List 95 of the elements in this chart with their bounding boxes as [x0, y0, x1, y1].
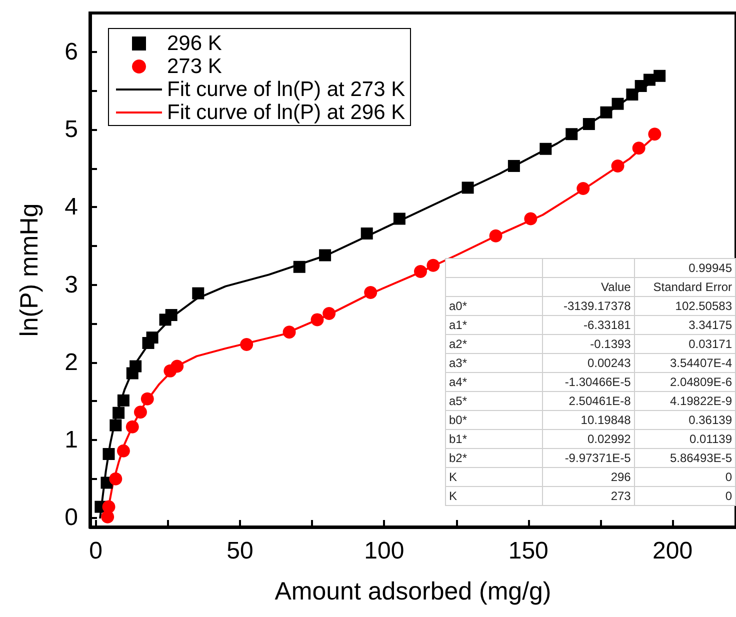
- y-tick-label: 6: [64, 38, 78, 66]
- y-tick-label: 4: [64, 194, 78, 221]
- annotation: 0: [634, 468, 736, 486]
- point: [540, 142, 552, 155]
- legend-label: 273 K: [167, 55, 222, 78]
- legend-label: Fit curve of ln(P) at 273 K: [167, 78, 406, 101]
- x-tick-label: 50: [226, 538, 254, 564]
- annotation: 0.03171: [634, 334, 736, 354]
- x-tick-label: 100: [364, 538, 404, 564]
- annotation: 3.34175: [634, 316, 736, 334]
- point: [462, 182, 474, 194]
- annotation: 4.19822E-9: [634, 392, 736, 410]
- annotation: a3*: [446, 354, 543, 372]
- annotation: -9.97371E-5: [542, 448, 634, 468]
- point: [524, 212, 538, 226]
- y-tick-label: 5: [64, 116, 78, 143]
- legend-label: 296 K: [167, 32, 222, 55]
- annotation: -3139.17378: [542, 296, 634, 316]
- point: [612, 98, 624, 110]
- point: [582, 118, 595, 130]
- annotation: K: [446, 486, 543, 506]
- point: [600, 106, 612, 118]
- point: [102, 500, 116, 514]
- point: [165, 309, 178, 322]
- x-tick-label: 150: [508, 538, 548, 564]
- point: [282, 326, 296, 339]
- annotation: a5*: [446, 392, 543, 410]
- annotation: 0.01139: [634, 430, 736, 448]
- point: [130, 360, 142, 372]
- annotation: K: [446, 468, 543, 486]
- annotation: 273: [542, 486, 634, 506]
- point: [319, 249, 332, 262]
- annotation: Standard Error: [634, 278, 736, 296]
- point: [393, 212, 406, 225]
- point: [414, 265, 427, 278]
- annotation: b1*: [446, 430, 543, 448]
- point: [116, 444, 130, 458]
- point: [146, 332, 158, 344]
- y-tick-label: 2: [64, 348, 78, 376]
- annotation: -1.30466E-5: [542, 372, 634, 392]
- point: [611, 159, 624, 172]
- y-tick-label: 1: [64, 426, 78, 454]
- point: [293, 260, 306, 273]
- point: [112, 406, 125, 419]
- point: [566, 128, 578, 140]
- annotation: 10.19848: [542, 410, 634, 430]
- point: [117, 394, 130, 406]
- annotation: b2*: [446, 448, 543, 468]
- point: [110, 419, 122, 432]
- point: [576, 182, 590, 195]
- annotation: 2.50461E-8: [542, 392, 634, 410]
- x-tick-label: 0: [89, 538, 102, 564]
- annotation: 0.36139: [634, 410, 736, 430]
- point: [654, 70, 666, 82]
- point: [426, 258, 440, 272]
- point: [102, 448, 115, 460]
- x-tick-label: 200: [652, 538, 693, 564]
- annotation: 0: [634, 486, 736, 506]
- point: [632, 142, 646, 155]
- annotation: a0*: [446, 296, 543, 316]
- annotation: a4*: [446, 372, 543, 392]
- point: [364, 286, 378, 300]
- point: [322, 306, 336, 320]
- x-axis-title: Amount adsorbed (mg/g): [274, 578, 552, 606]
- point: [508, 160, 520, 172]
- point: [109, 472, 122, 486]
- y-axis-title: ln(P) mmHg: [16, 203, 44, 337]
- annotation: 296: [542, 468, 634, 486]
- point: [360, 228, 373, 240]
- point: [626, 88, 638, 101]
- annotation: 2.04809E-6: [634, 372, 736, 392]
- point: [134, 406, 147, 419]
- point: [310, 313, 324, 326]
- annotation: a1*: [446, 316, 543, 334]
- point: [140, 392, 154, 406]
- annotation: Value: [542, 278, 634, 296]
- y-tick-label: 0: [64, 504, 78, 532]
- annotation: 3.54407E-4: [634, 354, 736, 372]
- point: [192, 287, 204, 300]
- annotation: 0.00243: [542, 354, 634, 372]
- point: [489, 229, 502, 242]
- point: [170, 360, 184, 373]
- annotation: -6.33181: [542, 316, 634, 334]
- annotation: 5.86493E-5: [634, 448, 736, 468]
- y-tick-label: 3: [64, 271, 78, 298]
- annotation: 0.99945: [634, 258, 736, 278]
- annotation: -0.1393: [542, 334, 634, 354]
- point: [648, 128, 662, 141]
- annotation: a2*: [446, 334, 543, 354]
- point: [240, 338, 254, 352]
- point: [126, 420, 139, 434]
- annotation: b0*: [446, 410, 543, 430]
- annotation: 102.50583: [634, 296, 736, 316]
- annotation: 0.02992: [542, 430, 634, 448]
- legend-label: Fit curve of ln(P) at 296 K: [167, 101, 406, 124]
